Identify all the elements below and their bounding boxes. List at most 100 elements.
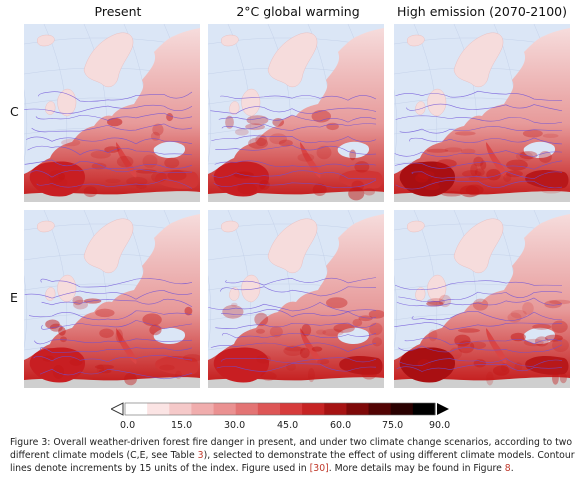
colorbar-swatch [346, 403, 370, 415]
heat-patch [506, 159, 528, 171]
heat-patch [45, 319, 60, 330]
contour-line [394, 160, 563, 170]
heat-patch [312, 183, 327, 196]
land-island [37, 34, 55, 47]
colorbar-swatch [412, 403, 436, 415]
heat-patch [469, 341, 487, 350]
heat-patch [436, 159, 457, 169]
heat-patch [444, 147, 463, 153]
contour-line [398, 358, 563, 367]
heat-patch [49, 177, 68, 188]
land-mainland [24, 214, 200, 388]
land-island [453, 218, 504, 274]
heat-patch [322, 328, 344, 337]
heat-patch [316, 145, 332, 160]
land-island [83, 218, 134, 274]
citation-reference-link[interactable]: [30] [309, 463, 329, 475]
contour-line [211, 135, 377, 144]
heat-patch [515, 151, 533, 162]
map-e-present [24, 210, 200, 388]
contour-line [395, 280, 563, 290]
land-turkey [339, 170, 383, 189]
colorbar-swatch [368, 403, 392, 415]
heat-patch [506, 170, 523, 178]
heat-patch [166, 113, 174, 122]
heat-patch [507, 312, 522, 323]
heat-patch [269, 326, 283, 338]
contour-line [34, 338, 193, 345]
contour-line [36, 179, 193, 189]
heat-patch [49, 323, 63, 332]
contour-line [215, 144, 377, 155]
heat-patch [104, 146, 120, 153]
heat-patch [299, 347, 310, 359]
caption-lead: Figure 3: Overall weather-driven forest … [10, 437, 573, 462]
contour-line [216, 363, 377, 372]
contour-line [411, 310, 563, 321]
heat-patch [551, 338, 569, 353]
heat-patch [315, 329, 327, 335]
land-turkey [155, 356, 199, 375]
row-label-c: C [10, 104, 19, 119]
heat-patch [325, 297, 348, 309]
land-iberia [213, 347, 270, 383]
contour-line [24, 290, 193, 300]
land-island [267, 32, 318, 88]
heat-patch [115, 329, 123, 343]
heat-patch [297, 153, 315, 162]
heat-patch [486, 371, 494, 386]
heat-patch [225, 115, 234, 129]
land-island [407, 34, 425, 47]
heat-patch [96, 364, 105, 374]
contour-line [220, 308, 377, 319]
colorbar-swatch [191, 403, 215, 415]
contour-line [396, 364, 563, 372]
land-mainland [208, 28, 384, 202]
figure-reference-link[interactable]: 8 [504, 463, 511, 475]
heat-patch [164, 157, 180, 169]
graticule-line [394, 274, 398, 350]
contour-line [40, 368, 193, 380]
colorbar-swatch [213, 403, 237, 415]
contour-line [218, 114, 377, 123]
heat-patch [514, 362, 523, 372]
land-italy [116, 142, 137, 178]
contour-line [212, 170, 377, 180]
caption-end: . [510, 463, 514, 475]
heat-patch [541, 188, 562, 194]
black-sea [153, 327, 186, 344]
graticule-line [24, 88, 28, 164]
contour-line [219, 286, 377, 297]
map-c-2c-warming [208, 24, 384, 202]
heat-patch [522, 302, 534, 315]
map-c-high-emission [394, 24, 570, 202]
heat-patch [333, 323, 355, 333]
table-reference-link[interactable]: 3 [197, 450, 204, 462]
figure-caption: Figure 3: Overall weather-driven forest … [10, 436, 576, 476]
colorbar-swatch [125, 403, 148, 415]
contour-line [38, 91, 193, 102]
map-e-high-emission [394, 210, 570, 388]
heat-patch [559, 372, 567, 384]
contour-line [214, 160, 377, 168]
heat-patch [369, 322, 383, 336]
land-iberia [29, 161, 86, 197]
heat-patch [500, 362, 508, 373]
column-title-2c-warming: 2°C global warming [236, 4, 360, 19]
heat-patch [472, 298, 489, 311]
colorbar-tick-75: 75.0 [382, 420, 404, 431]
heat-patch [231, 302, 238, 307]
heat-patch [351, 180, 364, 192]
land-italy [486, 142, 507, 178]
heat-patch [522, 129, 543, 138]
heat-patch [307, 368, 315, 383]
heat-patch [542, 133, 559, 139]
heat-patch [60, 336, 67, 343]
land-iberia [213, 161, 270, 197]
colorbar-tick-0: 0.0 [120, 420, 136, 431]
colorbar-swatch [169, 403, 192, 415]
heat-patch [441, 190, 463, 197]
heat-patch [278, 139, 293, 147]
contour-line [40, 347, 193, 353]
land-island [221, 220, 239, 233]
